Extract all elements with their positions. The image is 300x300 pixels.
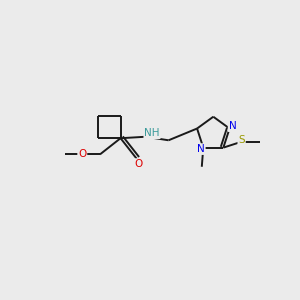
Text: N: N (229, 121, 236, 131)
Text: NH: NH (144, 128, 160, 138)
Text: N: N (197, 144, 205, 154)
Text: O: O (134, 159, 142, 169)
Text: S: S (238, 135, 245, 145)
Text: O: O (78, 149, 86, 159)
